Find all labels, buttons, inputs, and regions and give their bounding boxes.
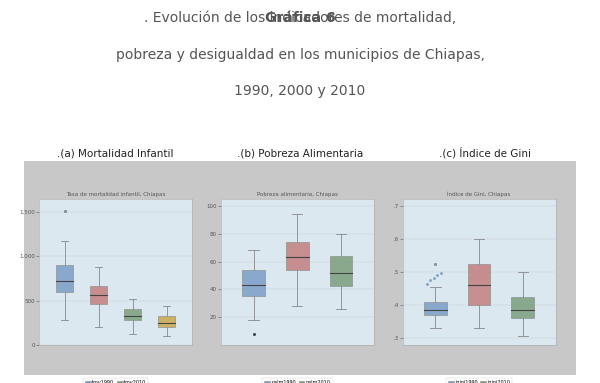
Legend: igini1990, igini2000, igini2010: igini1990, igini2000, igini2010 xyxy=(446,378,512,383)
Text: .(b) Pobreza Alimentaria: .(b) Pobreza Alimentaria xyxy=(237,149,363,159)
FancyBboxPatch shape xyxy=(286,242,308,270)
Title: Tasa de mortalidad infantil, Chiapas: Tasa de mortalidad infantil, Chiapas xyxy=(66,192,165,197)
Text: .(c) Índice de Gini: .(c) Índice de Gini xyxy=(439,147,531,159)
FancyBboxPatch shape xyxy=(56,265,73,292)
FancyBboxPatch shape xyxy=(468,264,490,305)
FancyBboxPatch shape xyxy=(329,256,352,286)
FancyBboxPatch shape xyxy=(511,297,534,318)
Title: Pobreza alimentaria, Chiapas: Pobreza alimentaria, Chiapas xyxy=(257,192,338,197)
Legend: tmv1990, tmv2000, tmv2010, tmv2015: tmv1990, tmv2000, tmv2010, tmv2015 xyxy=(83,378,148,383)
Text: . Evolución de los indicadores de mortalidad,: . Evolución de los indicadores de mortal… xyxy=(144,11,456,26)
FancyBboxPatch shape xyxy=(424,302,447,315)
Text: pobreza y desigualdad en los municipios de Chiapas,: pobreza y desigualdad en los municipios … xyxy=(116,48,484,62)
Text: Gráfica 6: Gráfica 6 xyxy=(265,11,335,26)
FancyBboxPatch shape xyxy=(89,286,107,304)
FancyBboxPatch shape xyxy=(158,316,175,327)
FancyBboxPatch shape xyxy=(124,309,142,320)
Text: 1990, 2000 y 2010: 1990, 2000 y 2010 xyxy=(235,84,365,98)
Title: Índice de Gini, Chiapas: Índice de Gini, Chiapas xyxy=(448,192,511,197)
FancyBboxPatch shape xyxy=(242,270,265,296)
Legend: palm1990, palm2000, palm2010: palm1990, palm2000, palm2010 xyxy=(262,378,332,383)
Text: .(a) Mortalidad Infantil: .(a) Mortalidad Infantil xyxy=(57,149,173,159)
